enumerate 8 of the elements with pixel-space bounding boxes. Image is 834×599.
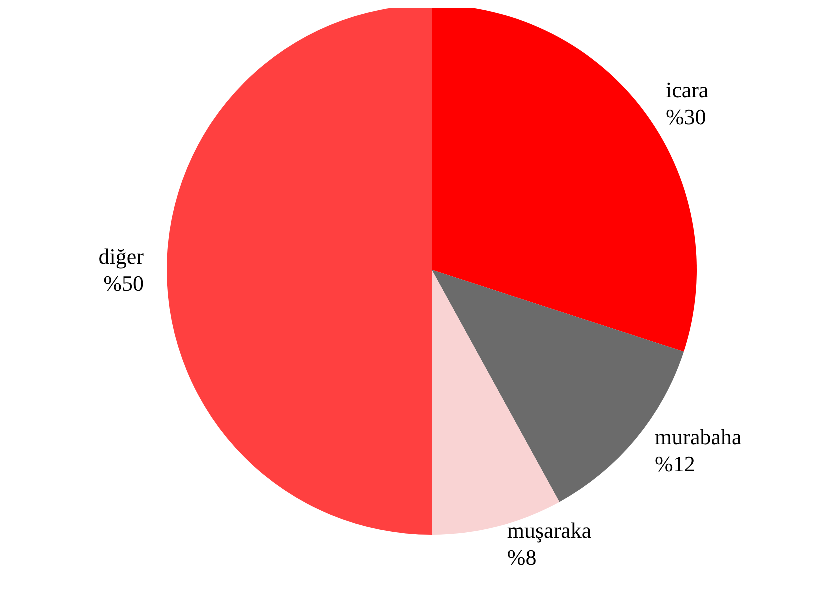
data-label: %12	[655, 451, 696, 476]
data-label: %30	[666, 104, 706, 130]
data-label: %8	[507, 545, 537, 570]
slice-label: diğer	[98, 244, 145, 269]
slice-label: icara	[666, 78, 709, 103]
data-label: %50	[104, 271, 144, 296]
slice-label: murabaha	[655, 424, 742, 450]
slice-label: muşaraka	[507, 518, 592, 544]
